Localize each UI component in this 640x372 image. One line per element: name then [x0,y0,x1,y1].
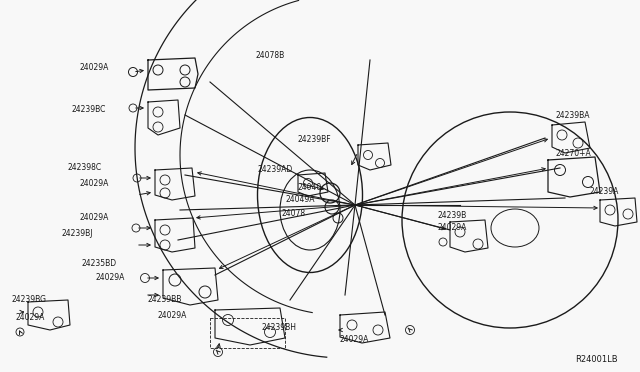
Text: 24239BC: 24239BC [72,106,106,115]
Text: 24239AD: 24239AD [258,166,293,174]
Bar [210,318,285,348]
Text: 24029A: 24029A [16,314,45,323]
Text: 24029A: 24029A [96,273,125,282]
Text: 24029A: 24029A [80,64,109,73]
Text: 24029A: 24029A [80,214,109,222]
Text: 24078: 24078 [282,208,306,218]
Text: 242398C: 242398C [68,164,102,173]
Text: 24078B: 24078B [255,51,284,61]
Text: 24235BD: 24235BD [82,259,117,267]
Text: 24239BG: 24239BG [12,295,47,305]
Text: 24029A: 24029A [438,224,467,232]
Text: 24029A: 24029A [158,311,188,320]
Text: 24239A: 24239A [590,187,620,196]
Text: 24270+A: 24270+A [555,148,591,157]
Text: R24001LB: R24001LB [575,356,618,365]
Text: 24040: 24040 [298,183,323,192]
Text: 24239BB: 24239BB [148,295,182,305]
Text: 24239BH: 24239BH [262,324,297,333]
Text: 24029A: 24029A [80,179,109,187]
Text: 24239BF: 24239BF [298,135,332,144]
Text: 24239B: 24239B [438,211,467,219]
Text: 24049A: 24049A [286,196,316,205]
Text: 24239BA: 24239BA [555,110,589,119]
Text: 24239BJ: 24239BJ [62,228,93,237]
Text: 24029A: 24029A [340,336,369,344]
